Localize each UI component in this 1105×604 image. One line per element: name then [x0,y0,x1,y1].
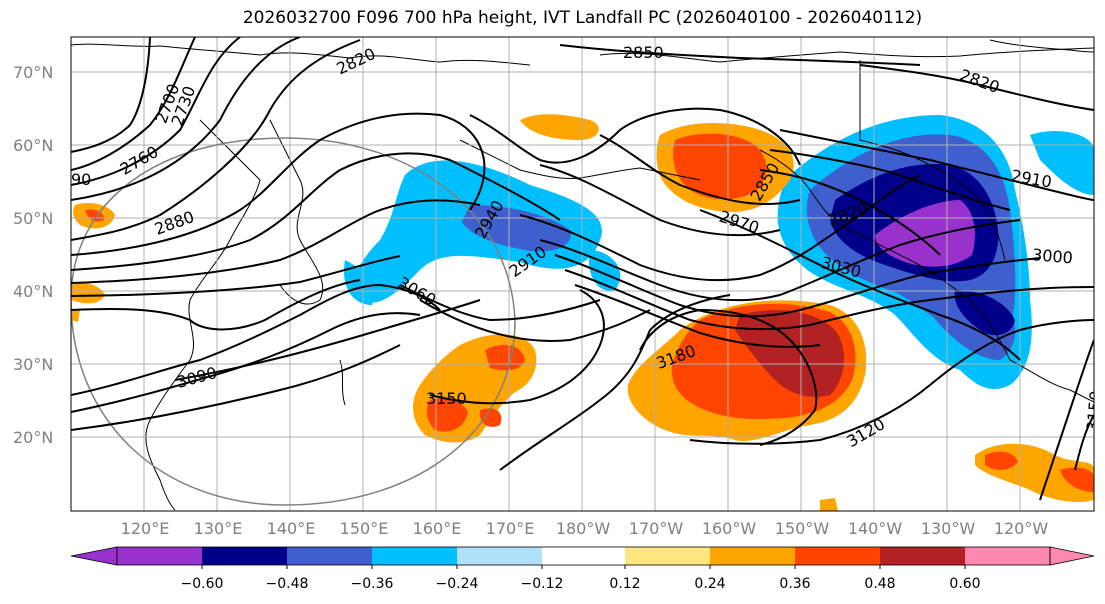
ivt-positive-shading [71,114,1094,511]
lon-tick-label: 150°W [775,519,830,538]
contour-labels: 2820 2850 2700 2730 2760 2880 2940 2910 … [71,43,1105,451]
lon-tick-label: 130°W [921,519,976,538]
range-circle [71,137,516,506]
colorbar-tick-label: −0.36 [351,576,394,592]
colorbar-tick-label: −0.12 [521,576,564,592]
lon-tick-label: 150°E [340,519,389,538]
colorbar-tick-label: 0.36 [779,576,810,592]
lon-tick-label: 140°E [267,519,316,538]
lat-axis: 70°N 60°N 50°N 40°N 30°N 20°N [13,63,53,447]
colorbar-bin [965,547,1050,565]
colorbar-bin [457,547,542,565]
lon-tick-label: 180°W [556,519,611,538]
colorbar-tick-label: 0.24 [694,576,725,592]
map-title: 2026032700 F096 700 hPa height, IVT Land… [242,8,923,28]
colorbar-extend-max [1049,546,1095,566]
colorbar-bin [202,547,287,565]
contour-label: 3150 [426,389,467,408]
lat-tick-label: 50°N [13,209,53,228]
lat-tick-label: 70°N [13,63,53,82]
lat-tick-label: 20°N [13,428,53,447]
colorbar-bin [117,547,202,565]
lon-tick-label: 140°W [848,519,903,538]
colorbar: −0.60 −0.48 −0.36 −0.24 −0.12 0.12 0.24 … [70,546,1095,592]
contour-label: 3000 [1031,245,1073,267]
lon-tick-label: 160°W [702,519,757,538]
colorbar-extend-min [70,546,118,566]
colorbar-bin [880,547,965,565]
map-area: 2820 2850 2700 2730 2760 2880 2940 2910 … [71,37,1105,511]
coastlines [71,39,1094,511]
colorbar-bin [710,547,795,565]
lon-tick-label: 170°W [629,519,684,538]
lat-tick-label: 40°N [13,282,53,301]
lon-tick-label: 170°E [486,519,535,538]
colorbar-bin [287,547,372,565]
colorbar-tick-label: 0.48 [864,576,895,592]
lat-tick-label: 30°N [13,355,53,374]
lon-axis: 120°E 130°E 140°E 150°E 160°E 170°E 180°… [121,519,1049,538]
colorbar-tick-label: 0.60 [949,576,980,592]
map-frame [70,36,1095,512]
contour-label: 90 [71,170,91,189]
lon-tick-label: 130°E [194,519,243,538]
colorbar-tick-label: 0.12 [609,576,640,592]
lat-tick-label: 60°N [13,136,53,155]
colorbar-bin [372,547,457,565]
ivt-negative-shading [344,115,1094,390]
lon-tick-label: 160°E [413,519,462,538]
colorbar-tick-label: −0.48 [266,576,309,592]
lon-tick-label: 120°W [994,519,1049,538]
colorbar-bin [542,547,625,565]
contour-label: 2850 [623,43,664,62]
colorbar-bin [625,547,710,565]
height-contours [71,37,1094,501]
lon-tick-label: 120°E [121,519,170,538]
colorbar-bin [795,547,880,565]
contour-label: 3150 [1083,390,1105,432]
colorbar-tick-label: −0.60 [181,576,224,592]
colorbar-tick-label: −0.24 [436,576,479,592]
